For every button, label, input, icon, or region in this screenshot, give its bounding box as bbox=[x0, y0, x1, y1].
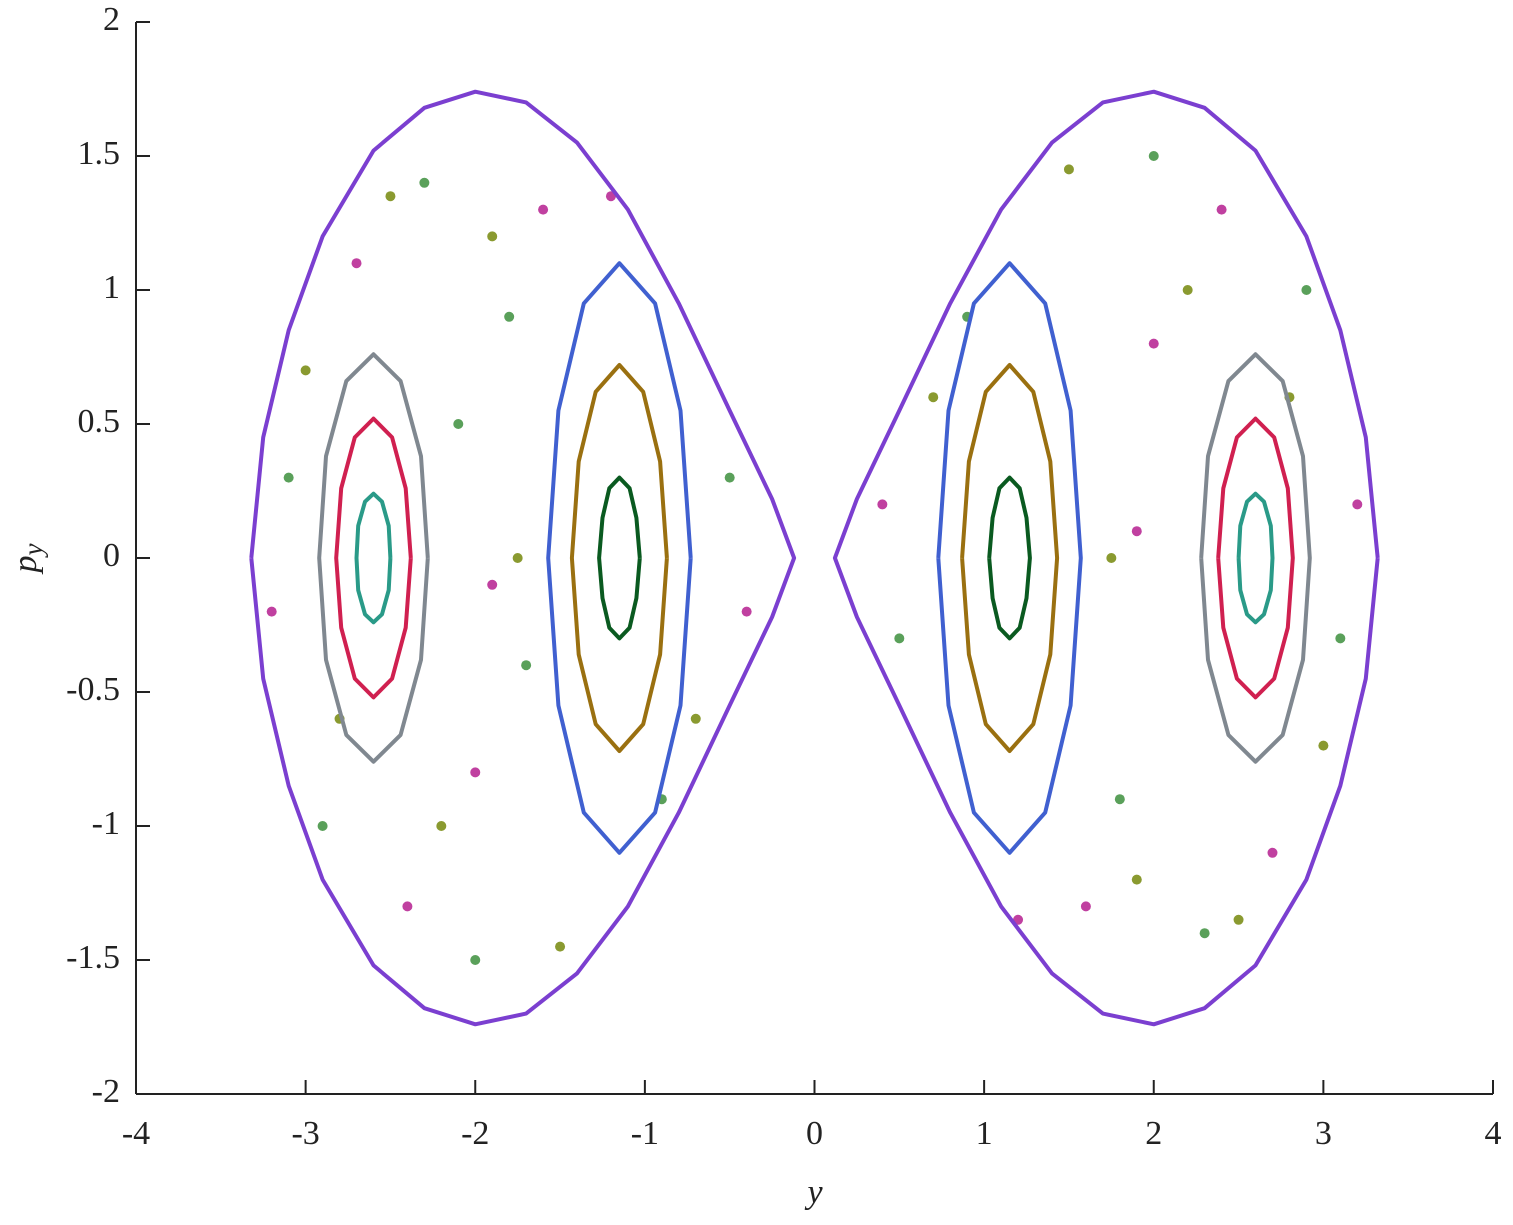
point bbox=[266, 606, 277, 617]
point bbox=[1131, 526, 1142, 537]
point bbox=[283, 472, 294, 483]
point bbox=[1301, 285, 1312, 295]
x-tick-label: -2 bbox=[461, 1115, 489, 1152]
orbit-line bbox=[960, 363, 1060, 753]
point bbox=[419, 177, 430, 188]
point bbox=[538, 204, 549, 215]
point bbox=[521, 660, 532, 671]
point bbox=[453, 419, 464, 429]
orbit-line bbox=[936, 261, 1083, 855]
orbit-line bbox=[1216, 416, 1295, 700]
point bbox=[470, 955, 481, 965]
point bbox=[1148, 151, 1159, 161]
point bbox=[1199, 928, 1210, 939]
point bbox=[1216, 204, 1227, 215]
point bbox=[877, 499, 888, 510]
point bbox=[1131, 874, 1142, 885]
x-tick-label: -3 bbox=[291, 1115, 319, 1152]
x-tick-label: 3 bbox=[1315, 1115, 1332, 1152]
point bbox=[555, 941, 566, 952]
orbit-line bbox=[987, 475, 1032, 641]
orbit-line bbox=[354, 491, 393, 625]
point bbox=[317, 821, 328, 831]
point bbox=[512, 553, 523, 563]
y-tick-label: -2 bbox=[92, 1073, 120, 1110]
point bbox=[1114, 794, 1125, 805]
point bbox=[385, 191, 396, 202]
y-tick-label: 2 bbox=[103, 1, 120, 38]
y-tick-label: -0.5 bbox=[66, 671, 120, 708]
point bbox=[1233, 914, 1244, 925]
y-tick-label: 1.5 bbox=[78, 135, 121, 172]
orbit-line bbox=[597, 475, 642, 641]
point bbox=[470, 767, 481, 778]
point bbox=[1267, 847, 1278, 858]
x-tick-label: 1 bbox=[976, 1115, 993, 1152]
point bbox=[436, 821, 447, 831]
orbit-line bbox=[249, 89, 797, 1027]
point bbox=[504, 311, 515, 322]
point bbox=[1148, 338, 1159, 349]
orbit-line bbox=[546, 261, 693, 855]
orbit-line bbox=[1199, 352, 1312, 764]
y-axis-label: py bbox=[7, 543, 48, 574]
point bbox=[1080, 901, 1091, 912]
x-axis-label: y bbox=[804, 1174, 823, 1211]
x-tick-label: -1 bbox=[631, 1115, 659, 1152]
y-axis-label-sub: y bbox=[18, 543, 48, 558]
y-tick-label: -1.5 bbox=[66, 939, 120, 976]
point bbox=[741, 606, 752, 617]
point bbox=[487, 231, 498, 242]
orbit-line bbox=[832, 89, 1380, 1027]
point bbox=[1063, 164, 1074, 175]
orbit-line bbox=[334, 416, 413, 700]
point bbox=[1335, 633, 1346, 644]
point bbox=[724, 472, 735, 483]
y-tick-label: 0.5 bbox=[78, 403, 121, 440]
point bbox=[1182, 285, 1193, 295]
point bbox=[300, 365, 311, 376]
y-tick-label: 0 bbox=[103, 537, 120, 574]
point bbox=[1318, 740, 1329, 751]
point bbox=[928, 392, 939, 403]
x-tick-label: 4 bbox=[1485, 1115, 1502, 1152]
x-tick-label: 0 bbox=[806, 1115, 823, 1152]
point bbox=[690, 713, 701, 724]
y-tick-label: 1 bbox=[103, 269, 120, 306]
orbit-line bbox=[569, 363, 669, 753]
point bbox=[351, 258, 362, 269]
point bbox=[1352, 499, 1363, 510]
point bbox=[487, 579, 498, 590]
point bbox=[894, 633, 905, 644]
point bbox=[1106, 553, 1117, 563]
x-tick-label: 2 bbox=[1145, 1115, 1162, 1152]
y-axis-label-base: p bbox=[7, 555, 44, 574]
orbit-line bbox=[1236, 491, 1275, 625]
y-tick-label: -1 bbox=[92, 805, 120, 842]
x-tick-label: -4 bbox=[122, 1115, 150, 1152]
point bbox=[402, 901, 413, 912]
orbit-line bbox=[317, 352, 430, 764]
